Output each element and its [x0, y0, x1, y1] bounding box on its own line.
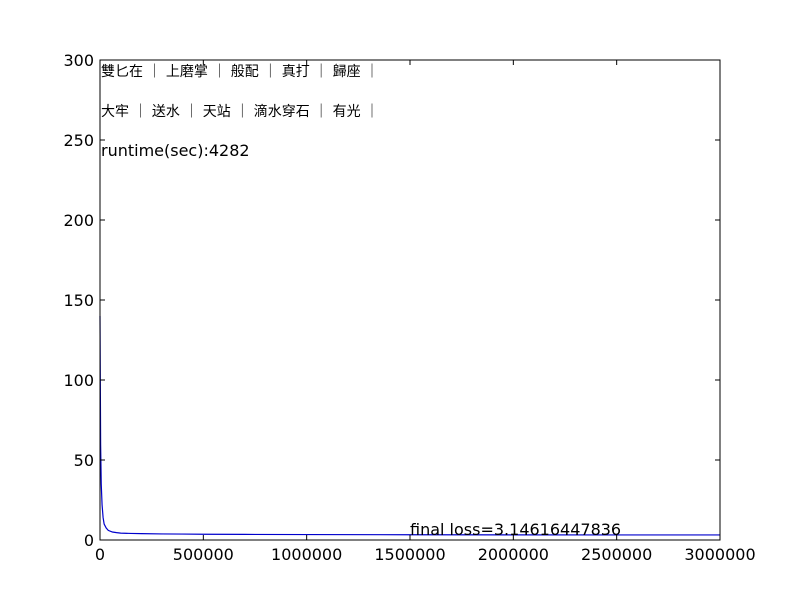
y-tick-label-6: 300: [63, 51, 94, 70]
series-layer: [99, 315, 721, 536]
x-tick-label-5: 2500000: [581, 545, 652, 564]
y-tick-label-3: 150: [63, 291, 94, 310]
y-tick-label-5: 250: [63, 131, 94, 150]
annotation-line-1: 雙匕在 ｜ 上磨掌 ｜ 般配 ｜ 真打 ｜ 歸座 ｜: [101, 63, 379, 80]
ticks-layer: [99, 59, 721, 541]
series-line-0: [99, 315, 721, 536]
plot-area: [100, 60, 720, 540]
y-tick-label-4: 200: [63, 211, 94, 230]
y-tick-label-2: 100: [63, 371, 94, 390]
annotation-final-loss: final loss=3.14616447836: [410, 520, 621, 539]
annotation-runtime: runtime(sec):4282: [101, 141, 250, 160]
y-tick-label-0: 0: [84, 531, 94, 550]
x-tick-label-0: 0: [95, 545, 105, 564]
x-tick-label-3: 1500000: [374, 545, 445, 564]
x-tick-label-4: 2000000: [478, 545, 549, 564]
y-tick-label-1: 50: [74, 451, 94, 470]
annotation-line-2: 大牢 ｜ 送水 ｜ 天站 ｜ 滴水穿石 ｜ 有光 ｜: [101, 103, 379, 120]
tick-labels-layer: 0 500000 1000000 1500000 2000000 2500000 30000…: [63, 51, 755, 564]
x-tick-label-1: 500000: [173, 545, 234, 564]
x-tick-label-6: 3000000: [684, 545, 755, 564]
x-tick-label-2: 1000000: [271, 545, 342, 564]
